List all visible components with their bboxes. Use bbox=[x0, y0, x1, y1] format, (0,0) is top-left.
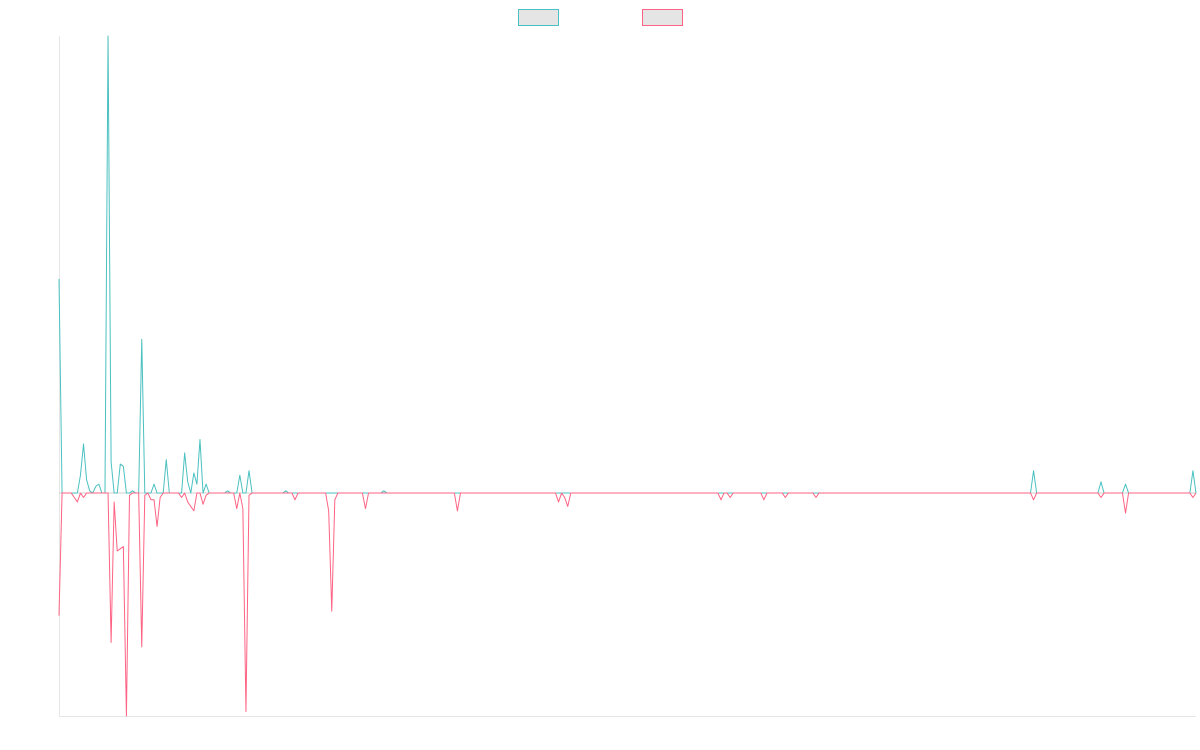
legend-item-1[interactable] bbox=[518, 9, 559, 26]
legend-item-2[interactable] bbox=[642, 9, 683, 26]
series-line-2 bbox=[58, 492, 1197, 717]
series-layer bbox=[58, 35, 1197, 717]
legend bbox=[518, 9, 683, 26]
series-line-1 bbox=[58, 35, 1197, 494]
legend-swatch-1[interactable] bbox=[518, 9, 559, 26]
legend-swatch-2[interactable] bbox=[642, 9, 683, 26]
